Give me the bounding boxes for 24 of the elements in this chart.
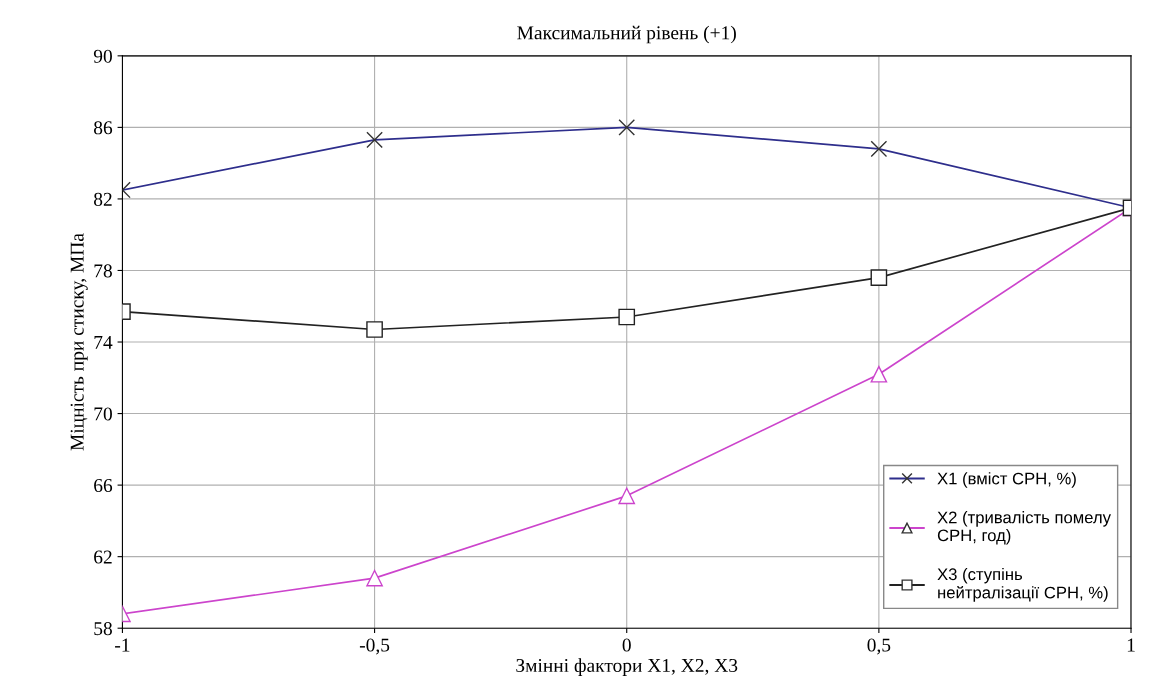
y-tick-label: 78 [94, 264, 112, 278]
x-tick-label: 0 [622, 638, 631, 652]
y-tick-label: 82 [94, 192, 112, 206]
chart-title: Максимальний рівень (+1) [517, 25, 736, 44]
y-tick-label: 62 [94, 550, 112, 564]
x-tick-label: 0,5 [867, 638, 891, 655]
y-tick-label: 90 [93, 49, 112, 63]
point [870, 269, 888, 286]
y-tick-label: 66 [94, 478, 113, 493]
point [618, 487, 636, 505]
y-tick-label: 70 [94, 407, 112, 421]
point [870, 365, 888, 383]
point [618, 308, 636, 326]
y-tick-label: 86 [94, 121, 113, 135]
x-tick-label: -1 [115, 638, 130, 652]
legend-label: X2 (тривалість помелу СРН, год) [937, 511, 1111, 545]
x-axis-title: Змінні фактори X1, X2, X3 [516, 658, 738, 676]
y-tick-label: 74 [94, 335, 113, 349]
y-tick-label: 58 [94, 622, 112, 636]
x-tick-label: 1 [1127, 638, 1135, 652]
y-axis-title: Міцність при стиску, МПа [70, 233, 88, 451]
legend-label: X3 (ступінь нейтралізації СРН, %) [937, 567, 1108, 602]
legend-label: X1 (вміст СРН, %) [937, 472, 1076, 488]
x-tick-label: -0,5 [359, 638, 390, 655]
